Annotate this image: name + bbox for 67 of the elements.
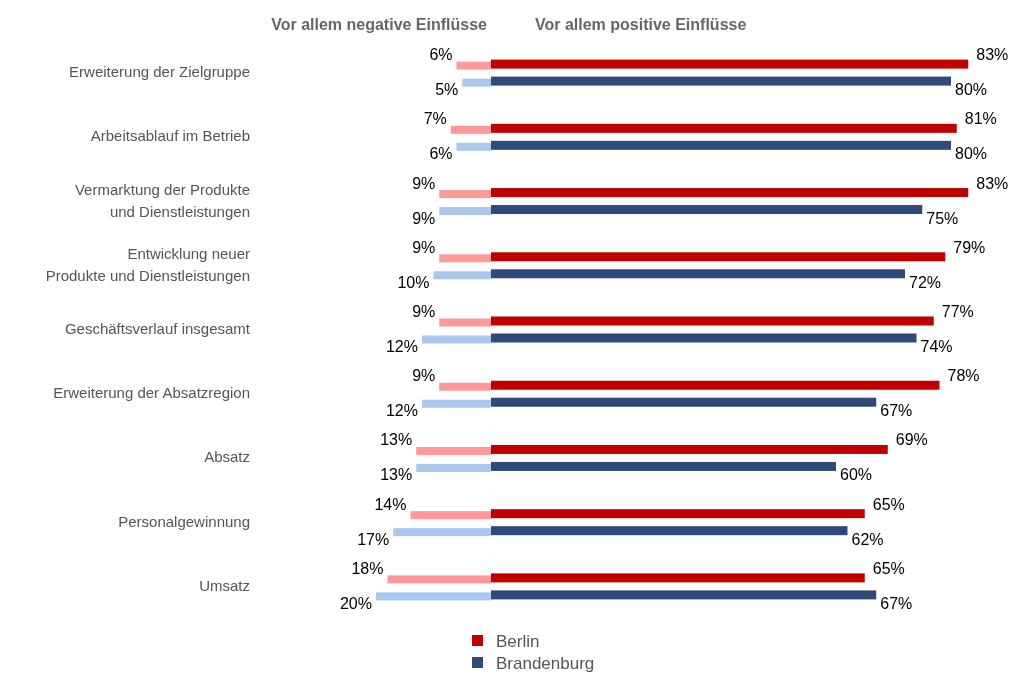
data-label: 10% — [397, 273, 430, 291]
data-label: 77% — [941, 303, 974, 320]
chart-title: Vor allem negative Einflüsse — [271, 16, 488, 33]
bar — [376, 592, 491, 601]
y-tick-label: Erweiterung der Zielgruppe — [69, 63, 250, 81]
bar — [439, 254, 491, 263]
legend-label: Berlin — [496, 632, 540, 651]
bar — [416, 463, 491, 472]
data-label: 18% — [351, 559, 384, 577]
data-label: 20% — [339, 594, 372, 612]
data-label: 5% — [435, 81, 459, 99]
data-label: 72% — [909, 273, 942, 291]
bar — [387, 575, 491, 584]
data-label: 6% — [429, 46, 453, 64]
bar — [450, 125, 491, 134]
data-label: 9% — [412, 209, 436, 227]
bar — [422, 399, 491, 408]
data-label: 83% — [976, 174, 1009, 192]
data-label: 12% — [385, 338, 418, 355]
y-tick-label: Erweiterung der Absatzregion — [53, 384, 250, 402]
data-label: 6% — [429, 145, 453, 163]
y-tick-label: Absatz — [204, 448, 250, 466]
data-label: 80% — [955, 145, 988, 163]
bar — [439, 318, 491, 327]
data-label: 78% — [947, 367, 980, 385]
legend-label: Brandenburg — [496, 654, 595, 673]
data-label: 13% — [380, 466, 413, 484]
bar — [393, 528, 491, 537]
data-label: 75% — [926, 209, 959, 227]
data-label: 14% — [374, 495, 407, 513]
bar — [456, 61, 491, 70]
data-label: 12% — [385, 402, 418, 420]
data-label: 67% — [880, 402, 913, 420]
y-tick-label: Vermarktung der Produkte und Dienstleistungen — [74, 180, 250, 220]
bar — [456, 142, 491, 151]
bar — [439, 382, 491, 391]
y-tick-label: Entwicklung neuer Produkte und Dienstleistungen — [45, 244, 250, 284]
bar — [422, 335, 491, 344]
data-label: 65% — [872, 495, 905, 513]
data-label: 74% — [920, 338, 953, 355]
data-label: 60% — [840, 466, 873, 484]
bar — [416, 446, 491, 455]
bar — [410, 511, 491, 520]
bar — [433, 271, 491, 280]
data-label: 9% — [412, 303, 436, 320]
data-label: 9% — [412, 238, 436, 256]
bar — [462, 78, 491, 87]
y-tick-label: Umsatz — [199, 576, 250, 594]
data-label: 7% — [423, 110, 447, 128]
data-label: 80% — [955, 81, 988, 99]
data-label: 62% — [851, 530, 884, 548]
bar — [439, 207, 491, 216]
data-label: 67% — [880, 594, 913, 612]
data-label: 83% — [976, 46, 1009, 64]
bar — [439, 190, 491, 199]
y-tick-label: Personalgewinnung — [118, 512, 250, 530]
data-label: 81% — [964, 110, 997, 128]
data-label: 69% — [895, 431, 928, 449]
data-label: 17% — [357, 530, 390, 548]
y-tick-label: Arbeitsablauf im Betrieb — [90, 127, 250, 145]
data-label: 79% — [953, 238, 986, 256]
y-tick-label: Geschäftsverlauf insgesamt — [64, 320, 251, 337]
data-label: 9% — [412, 367, 436, 385]
chart-title: Vor allem positive Einflüsse — [535, 16, 747, 33]
data-label: 65% — [872, 559, 905, 577]
data-label: 9% — [412, 174, 436, 192]
data-label: 13% — [380, 431, 413, 449]
